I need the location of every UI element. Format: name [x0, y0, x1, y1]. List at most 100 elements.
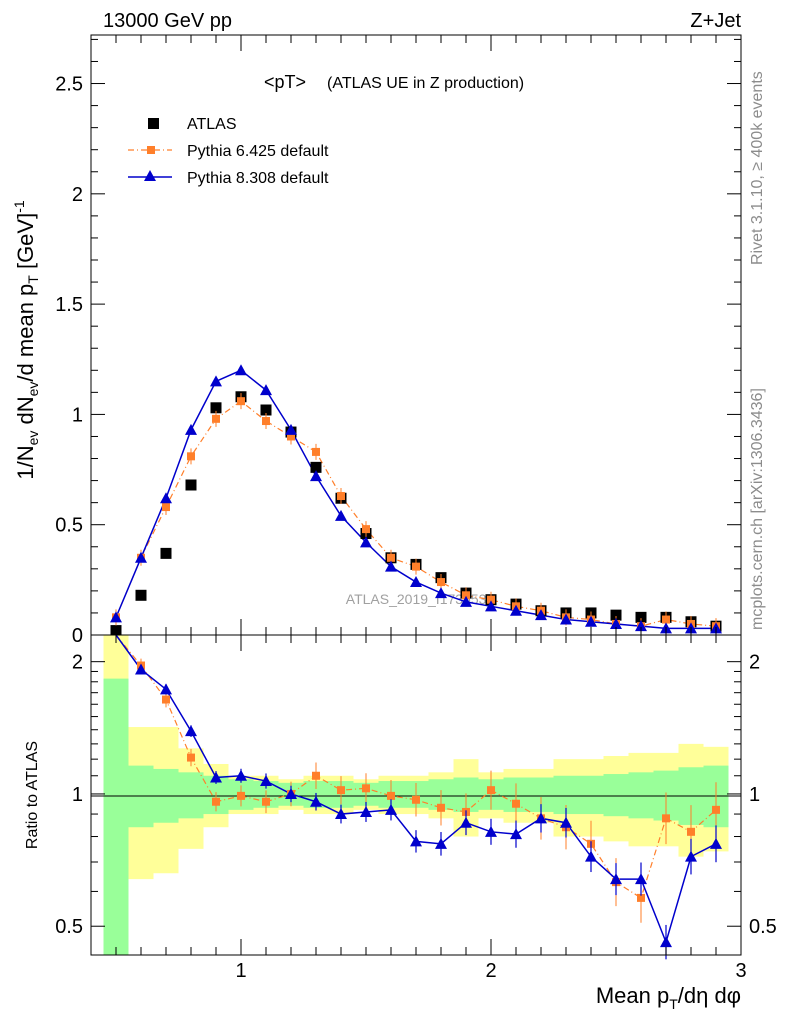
py8-point [360, 536, 372, 548]
py8-point [110, 611, 122, 623]
main-plot-area [91, 35, 741, 635]
py8-point [135, 551, 147, 563]
ratio-py8-point [335, 808, 347, 820]
ratio-py8-point [660, 936, 672, 948]
ratio-py8-point [685, 850, 697, 862]
legend-item-py8: Pythia 8.308 default [128, 170, 329, 187]
py6-point [487, 595, 495, 604]
legend-item-py6: Pythia 6.425 default [128, 143, 329, 160]
py6-point [262, 417, 270, 426]
py8-point [210, 375, 222, 387]
py6-point [387, 553, 395, 562]
ratio-x-tick-label: 1 [235, 960, 246, 982]
ratio-py6-point [687, 827, 695, 836]
ratio-band-inner [603, 774, 629, 817]
ratio-py8-point [635, 873, 647, 885]
ratio-py6-point [212, 797, 220, 806]
ratio-py6-point [262, 797, 270, 806]
ratio-py8-point [210, 771, 222, 783]
py6-point [187, 452, 195, 461]
ratio-py8-point [360, 805, 372, 817]
rivet-version-label: Rivet 3.1.10, ≥ 400k events [749, 71, 766, 265]
ratio-py8-point [610, 873, 622, 885]
ratio-band-inner [103, 678, 129, 955]
legend-marker-py6 [147, 146, 155, 154]
ratio-y-tick-label: 1 [72, 784, 83, 806]
legend-label-py8: Pythia 8.308 default [187, 170, 329, 187]
ratio-py8-point [235, 769, 247, 781]
py6-point [462, 591, 470, 600]
ratio-py8-point [285, 787, 297, 799]
atlas-point [135, 589, 147, 601]
py8-point [560, 613, 572, 625]
svg-text:1/Nev dNev/d mean pT [GeV]-1: 1/Nev dNev/d mean pT [GeV]-1 [11, 200, 41, 480]
py6-point [212, 414, 220, 423]
header-right: Z+Jet [690, 10, 741, 32]
py8-point [410, 576, 422, 588]
ratio-y-tick-label: 2 [72, 652, 83, 674]
header-left: 13000 GeV pp [103, 10, 232, 32]
ratio-py8-point [560, 816, 572, 828]
ratio-py6-point [337, 786, 345, 795]
py8-point [285, 423, 297, 435]
ratio-py6-point [637, 893, 645, 902]
py8-point [635, 620, 647, 632]
ratio-py8-point [710, 837, 722, 849]
ratio-y-tick-label-right: 1 [749, 784, 760, 806]
legend-label-py6: Pythia 6.425 default [187, 143, 329, 160]
ratio-py6-point [712, 805, 720, 814]
py8-point [310, 470, 322, 482]
py8-point [435, 587, 447, 599]
ratio-band-inner [578, 775, 604, 815]
ratio-py8-point [460, 816, 472, 828]
py8-point [510, 604, 522, 616]
ratio-py6-point [487, 786, 495, 795]
ratio-py6-point [362, 784, 370, 793]
main-panel: ATLAS_2019_I1736531 0 0.5 1 1.5 2 2.5 <pT> (A… [55, 34, 742, 647]
ratio-py8-point [135, 663, 147, 675]
ratio-py6-point [237, 791, 245, 800]
py6-point [437, 578, 445, 587]
py8-point [485, 600, 497, 612]
ratio-y-tick-label-right: 2 [749, 652, 760, 674]
ratio-py6-point [437, 803, 445, 812]
py6-point [662, 615, 670, 624]
analysis-watermark: ATLAS_2019_I1736531 [346, 591, 495, 607]
main-y-tick-label: 1 [72, 404, 83, 426]
plot-title-main: <pT> [264, 72, 306, 92]
py8-point [160, 492, 172, 504]
py8-point [610, 617, 622, 629]
ratio-py6-point [387, 791, 395, 800]
atlas-point [610, 609, 622, 621]
ratio-py8-point [310, 795, 322, 807]
py8-point [235, 364, 247, 376]
py8-point [260, 384, 272, 396]
ratio-py8-point [535, 812, 547, 824]
py8-point [585, 615, 597, 627]
atlas-point [635, 611, 647, 623]
ratio-band-inner [628, 772, 654, 819]
mcplots-label: mcplots.cern.ch [arXiv:1306.3436] [749, 388, 766, 630]
py8-point [185, 423, 197, 435]
ratio-py8-point [185, 725, 197, 737]
svg-text:Mean pT/dη dφ: Mean pT/dη dφ [596, 983, 741, 1012]
py6-point [362, 525, 370, 534]
legend-marker-atlas [148, 118, 159, 129]
atlas-point [160, 547, 172, 559]
ratio-x-tick-label: 3 [735, 960, 746, 982]
atlas-point [185, 479, 197, 491]
ratio-py8-point [385, 803, 397, 815]
ratio-band-inner [178, 772, 204, 819]
py6-point [287, 432, 295, 441]
ratio-py6-point [662, 814, 670, 823]
ratio-py8-point [435, 837, 447, 849]
ratio-py8-point [485, 825, 497, 837]
x-axis-title: Mean pT/dη dφ [596, 983, 741, 1012]
py6-point [412, 562, 420, 571]
main-y-axis-title: 1/Nev dNev/d mean pT [GeV]-1 [11, 200, 41, 480]
atlas-point [260, 404, 272, 416]
py6-point [337, 492, 345, 501]
main-y-tick-label: 2 [72, 184, 83, 206]
main-y-tick-label: 0 [72, 625, 83, 647]
